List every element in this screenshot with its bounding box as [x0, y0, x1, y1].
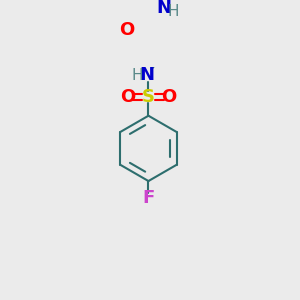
Text: S: S — [142, 88, 155, 106]
Text: O: O — [161, 88, 176, 106]
Text: O: O — [119, 21, 134, 39]
Text: H: H — [132, 68, 143, 83]
Text: F: F — [142, 189, 154, 207]
Text: N: N — [157, 0, 172, 17]
Text: O: O — [121, 88, 136, 106]
Text: N: N — [140, 66, 154, 84]
Text: H: H — [168, 4, 179, 19]
